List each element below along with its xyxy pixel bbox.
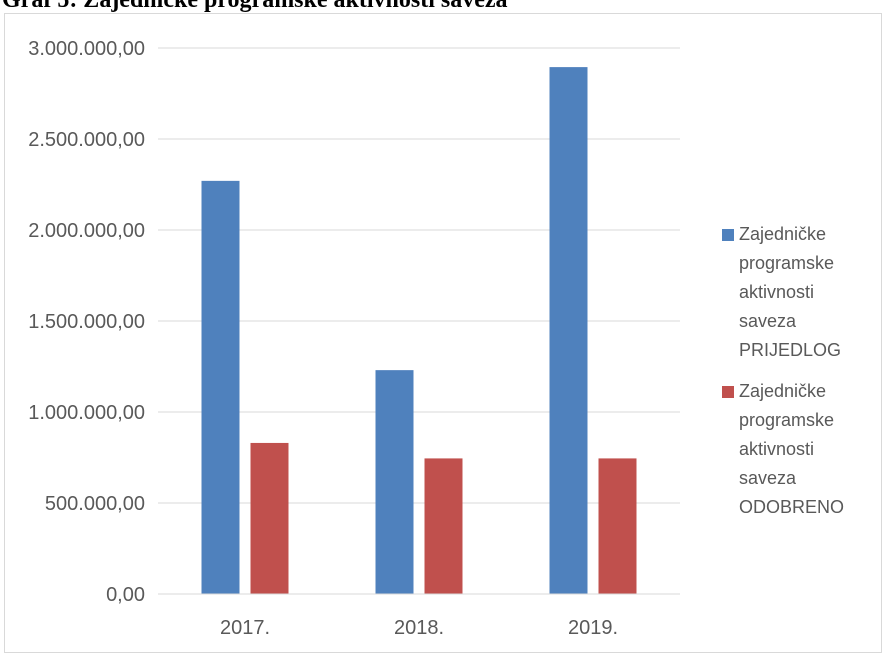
bar-odobreno-2018 <box>424 458 463 594</box>
y-tick-label: 0,00 <box>106 584 145 606</box>
y-tick-label: 3.000.000,00 <box>28 38 145 60</box>
x-tick-label: 2017. <box>220 617 270 636</box>
legend-label-line: programske <box>739 410 835 430</box>
legend-label-line: aktivnosti <box>739 439 815 459</box>
bar-odobreno-2017 <box>250 442 289 594</box>
legend-label-line: ODOBRENO <box>739 497 845 517</box>
bar-prijedlog-2018 <box>375 370 414 594</box>
y-tick-label: 1.500.000,00 <box>28 311 145 333</box>
y-tick-label: 1.000.000,00 <box>28 402 145 424</box>
legend-swatch <box>722 229 734 241</box>
legend-label-line: Zajedničke <box>739 381 827 401</box>
chart-legend: Zajedničke programske aktivnosti saveza PRIJ… <box>722 220 882 534</box>
bar-prijedlog-2017 <box>201 180 240 595</box>
y-tick-label: 2.000.000,00 <box>28 220 145 242</box>
legend-label-line: Zajedničke <box>739 224 827 244</box>
x-tick-label: 2018. <box>394 617 444 636</box>
bar-chart: 0,00 500.000,00 1.000.000,00 1.500.000,00 2.… <box>28 38 680 636</box>
legend-swatch <box>722 386 734 398</box>
x-tick-label: 2019. <box>568 617 618 636</box>
legend-label-line: saveza <box>739 468 797 488</box>
chart-heading: Graf 5: Zajedničke programske aktivnosti… <box>2 0 508 13</box>
bar-odobreno-2019 <box>598 458 637 594</box>
y-tick-label: 500.000,00 <box>45 493 145 515</box>
y-tick-label: 2.500.000,00 <box>28 129 145 151</box>
legend-label-line: PRIJEDLOG <box>739 340 842 360</box>
legend-label-line: saveza <box>739 311 797 331</box>
legend-label-line: programske <box>739 253 835 273</box>
legend-item-odobreno: Zajedničke programske aktivnosti saveza ODOB… <box>722 377 882 522</box>
legend-label-line: aktivnosti <box>739 282 815 302</box>
legend-item-prijedlog: Zajedničke programske aktivnosti saveza PRIJ… <box>722 220 882 365</box>
bar-prijedlog-2019 <box>549 67 588 595</box>
